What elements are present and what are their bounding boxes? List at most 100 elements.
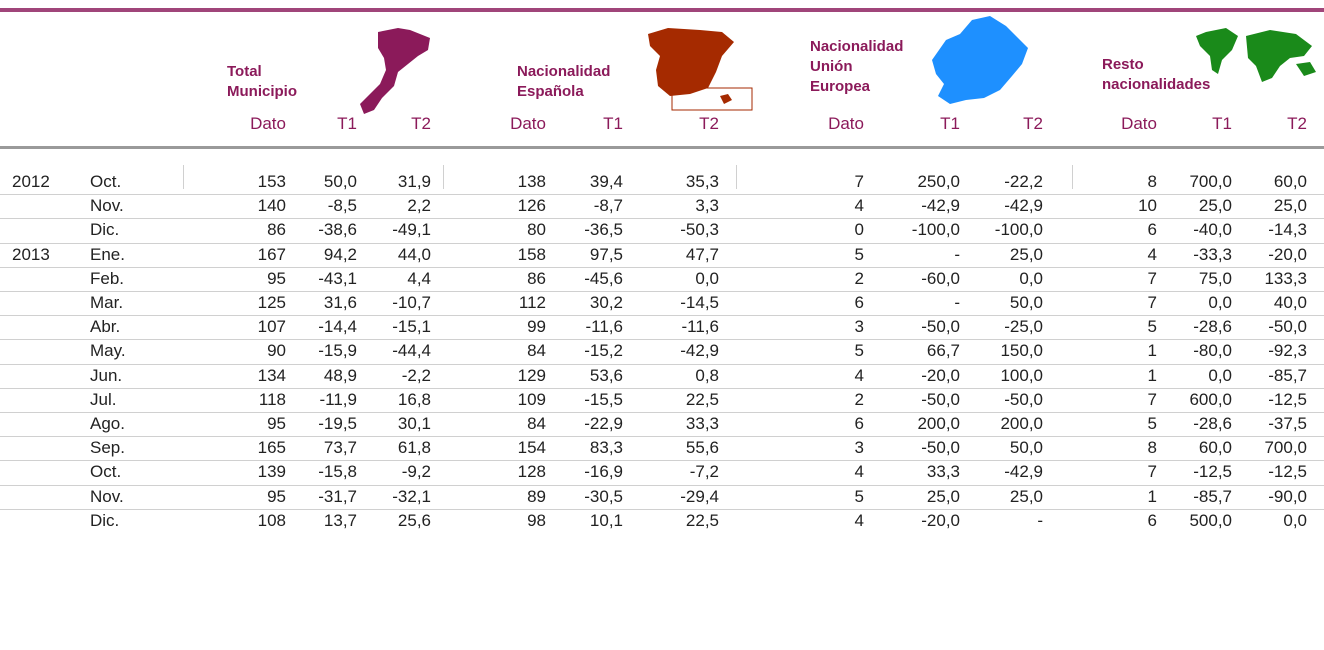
value-cell: -15,9 xyxy=(318,341,357,361)
value-cell: -38,6 xyxy=(318,220,357,240)
value-cell: 25,0 xyxy=(1198,196,1232,216)
value-cell: -45,6 xyxy=(584,268,623,288)
value-cell: 97,5 xyxy=(589,244,623,264)
value-cell: 134 xyxy=(257,365,286,385)
column-separator xyxy=(736,165,737,189)
column-header: T2 xyxy=(411,114,431,133)
world-icon-east xyxy=(1246,30,1312,82)
value-cell: 4 xyxy=(854,365,864,385)
month-cell: Abr. xyxy=(90,317,121,337)
value-cell: 22,5 xyxy=(685,510,719,530)
row-line xyxy=(0,460,1324,461)
row-line xyxy=(0,412,1324,413)
value-cell: 73,7 xyxy=(323,438,357,458)
value-cell: 31,6 xyxy=(323,293,357,312)
value-cell: 60,0 xyxy=(1198,438,1232,458)
value-cell: -50,0 xyxy=(1268,317,1307,337)
column-header: T1 xyxy=(1212,114,1232,133)
value-cell: 700,0 xyxy=(1264,438,1307,458)
value-cell: 25,0 xyxy=(926,486,960,506)
month-cell: Feb. xyxy=(90,268,125,288)
value-cell: 7 xyxy=(1147,389,1157,409)
value-cell: -50,0 xyxy=(921,317,960,337)
value-cell: -7,2 xyxy=(689,462,719,482)
value-cell: - xyxy=(954,244,960,264)
value-cell: 0,8 xyxy=(695,365,719,385)
value-cell: 1 xyxy=(1147,365,1157,385)
group-title: nacionalidades xyxy=(1102,76,1211,93)
column-header: T2 xyxy=(1287,114,1307,133)
value-cell: -22,9 xyxy=(584,414,623,433)
value-cell: -50,0 xyxy=(921,438,960,458)
value-cell: 4 xyxy=(854,462,864,482)
column-header: T1 xyxy=(940,114,960,133)
value-cell: 0 xyxy=(854,220,864,240)
column-header: Dato xyxy=(1121,114,1157,133)
column-separator xyxy=(1072,165,1073,189)
value-cell: 44,0 xyxy=(397,244,431,264)
value-cell: 84 xyxy=(527,341,546,361)
value-cell: -11,6 xyxy=(681,317,720,337)
value-cell: 153 xyxy=(257,172,286,191)
value-cell: 90 xyxy=(267,341,286,361)
value-cell: 50,0 xyxy=(323,172,357,191)
value-cell: 7 xyxy=(854,172,864,191)
group-title: Total xyxy=(227,63,262,80)
value-cell: 16,8 xyxy=(397,389,431,409)
value-cell: 40,0 xyxy=(1273,293,1307,312)
value-cell: 75,0 xyxy=(1198,268,1232,288)
value-cell: 25,0 xyxy=(1273,196,1307,216)
value-cell: 700,0 xyxy=(1189,172,1232,191)
value-cell: -85,7 xyxy=(1268,365,1307,385)
value-cell: 250,0 xyxy=(917,172,960,191)
year-cell: 2013 xyxy=(12,244,50,264)
value-cell: 83,3 xyxy=(589,438,623,458)
month-cell: Mar. xyxy=(90,293,124,312)
value-cell: 500,0 xyxy=(1189,510,1232,530)
row-line xyxy=(0,364,1324,365)
column-header: T2 xyxy=(699,114,719,133)
value-cell: 125 xyxy=(257,293,286,312)
value-cell: 55,6 xyxy=(685,438,719,458)
value-cell: 61,8 xyxy=(397,438,431,458)
column-header: Dato xyxy=(828,114,864,133)
month-cell: Dic. xyxy=(90,510,120,530)
value-cell: 5 xyxy=(854,486,864,506)
value-cell: 139 xyxy=(257,462,286,482)
value-cell: -33,3 xyxy=(1193,244,1232,264)
value-cell: 25,6 xyxy=(397,510,431,530)
group-title: Europea xyxy=(810,78,871,95)
month-cell: Ene. xyxy=(90,244,125,264)
value-cell: -42,9 xyxy=(921,196,960,216)
value-cell: 5 xyxy=(1147,414,1157,433)
value-cell: 95 xyxy=(267,486,286,506)
value-cell: 10 xyxy=(1138,196,1157,216)
value-cell: -14,5 xyxy=(680,293,719,312)
value-cell: -20,0 xyxy=(1268,244,1307,264)
year-cell: 2012 xyxy=(12,172,50,191)
spain-icon xyxy=(648,28,734,96)
value-cell: 48,9 xyxy=(323,365,357,385)
value-cell: 53,6 xyxy=(589,365,623,385)
value-cell: 5 xyxy=(854,244,864,264)
column-header: T1 xyxy=(603,114,623,133)
value-cell: 2,2 xyxy=(407,196,431,216)
value-cell: 30,2 xyxy=(589,293,623,312)
month-cell: Dic. xyxy=(90,220,120,240)
value-cell: 107 xyxy=(257,317,286,337)
value-cell: 35,3 xyxy=(685,172,719,191)
group-title: Nacionalidad xyxy=(810,38,904,55)
column-separator xyxy=(443,165,444,189)
value-cell: 6 xyxy=(854,293,864,312)
value-cell: -20,0 xyxy=(921,510,960,530)
value-cell: 80 xyxy=(527,220,546,240)
value-cell: -14,3 xyxy=(1268,220,1307,240)
value-cell: 158 xyxy=(517,244,546,264)
value-cell: 129 xyxy=(517,365,546,385)
value-cell: 154 xyxy=(517,438,546,458)
value-cell: 95 xyxy=(267,414,286,433)
value-cell: -100,0 xyxy=(911,220,960,240)
value-cell: -8,5 xyxy=(327,196,357,216)
value-cell: -9,2 xyxy=(401,462,431,482)
row-line xyxy=(0,485,1324,486)
